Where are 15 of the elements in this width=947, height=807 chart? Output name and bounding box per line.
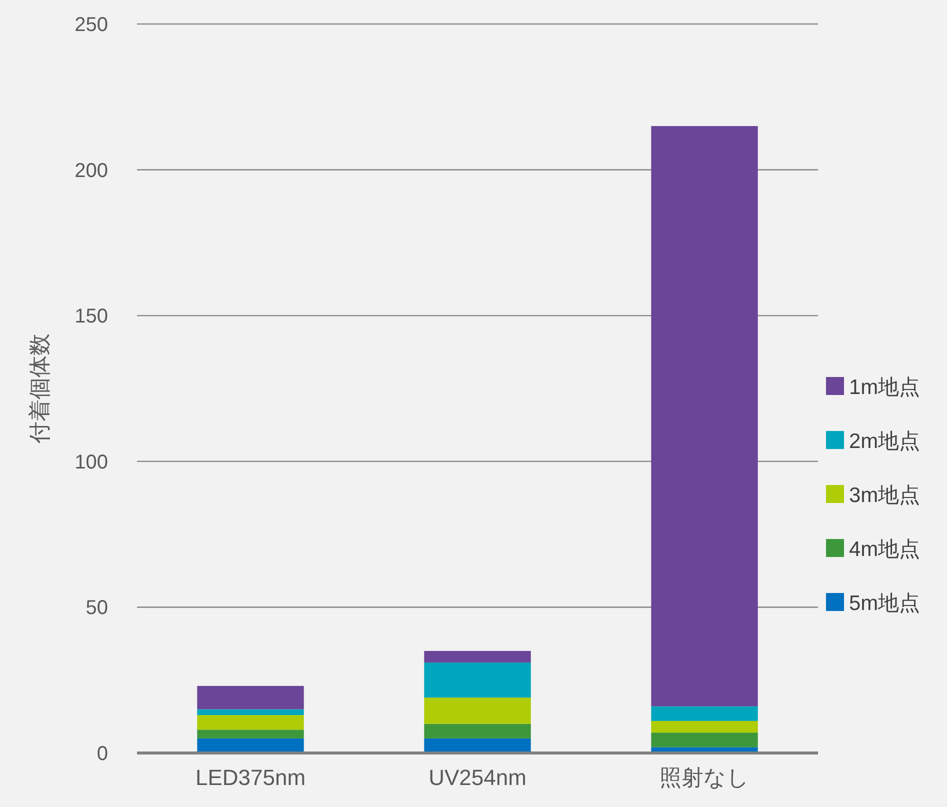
y-tick-label: 50 — [86, 597, 108, 620]
x-tick-label: UV254nm — [428, 765, 526, 790]
y-axis-title: 付着個体数 — [27, 334, 52, 444]
y-tick-label: 200 — [74, 160, 108, 182]
y-tick-label: 100 — [74, 451, 108, 474]
x-tick-label: LED375nm — [195, 765, 306, 790]
y-tick-label: 150 — [74, 306, 108, 328]
y-tick-label: 250 — [74, 14, 108, 36]
legend-label: 5m地点 — [849, 592, 920, 615]
x-tick-label: 照射なし — [660, 765, 750, 790]
legend-label: 3m地点 — [849, 484, 920, 507]
legend-label: 4m地点 — [849, 538, 920, 561]
legend-label: 2m地点 — [849, 430, 920, 453]
y-tick-label: 0 — [96, 743, 108, 765]
legend-label: 1m地点 — [849, 376, 920, 399]
